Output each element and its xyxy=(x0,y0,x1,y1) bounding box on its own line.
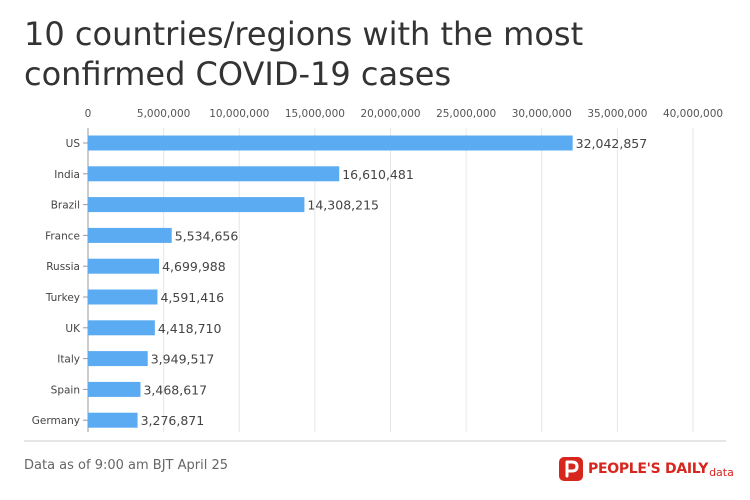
logo-text: PEOPLE'S DAILY xyxy=(588,461,709,477)
data-label: 3,276,871 xyxy=(141,413,205,428)
x-tick-label: 20,000,000 xyxy=(360,108,420,120)
data-label: 14,308,215 xyxy=(307,198,379,213)
category-label: Italy xyxy=(57,354,80,366)
x-tick-label: 10,000,000 xyxy=(209,108,269,120)
footnote: Data as of 9:00 am BJT April 25 xyxy=(24,458,229,473)
data-label: 3,949,517 xyxy=(151,352,215,367)
bar xyxy=(88,351,148,367)
chart-title: 10 countries/regions with the most confi… xyxy=(24,15,584,93)
bar xyxy=(88,289,158,305)
category-label: France xyxy=(45,230,80,242)
peoples-daily-logo: PEOPLE'S DAILY data xyxy=(558,456,734,482)
data-label: 4,699,988 xyxy=(162,259,226,274)
peoples-daily-logo-icon xyxy=(559,457,583,481)
category-label: Turkey xyxy=(45,292,80,304)
logo-subtext: data xyxy=(709,465,734,479)
data-label: 4,591,416 xyxy=(160,290,224,305)
bar xyxy=(88,412,138,428)
x-tick-label: 5,000,000 xyxy=(137,108,190,120)
data-label: 3,468,617 xyxy=(143,382,207,397)
x-tick-label: 40,000,000 xyxy=(663,108,723,120)
data-label: 5,534,656 xyxy=(175,228,239,243)
bar xyxy=(88,135,573,151)
category-label: Russia xyxy=(46,261,80,273)
bar xyxy=(88,197,305,213)
bar xyxy=(88,258,160,274)
bar xyxy=(88,166,340,182)
bar xyxy=(88,320,155,336)
x-tick-label: 15,000,000 xyxy=(285,108,345,120)
bar xyxy=(88,227,172,243)
data-label: 32,042,857 xyxy=(576,136,648,151)
category-label: Spain xyxy=(51,384,80,396)
bar xyxy=(88,381,141,397)
x-tick-label: 30,000,000 xyxy=(512,108,572,120)
data-label: 4,418,710 xyxy=(158,321,222,336)
category-label: US xyxy=(66,138,81,150)
category-label: India xyxy=(54,169,80,181)
category-label: Brazil xyxy=(51,200,80,212)
category-label: UK xyxy=(65,323,81,335)
x-tick-label: 25,000,000 xyxy=(436,108,496,120)
x-tick-label: 35,000,000 xyxy=(587,108,647,120)
x-tick-label: 0 xyxy=(85,108,92,120)
category-label: Germany xyxy=(32,415,80,427)
data-label: 16,610,481 xyxy=(342,167,414,182)
